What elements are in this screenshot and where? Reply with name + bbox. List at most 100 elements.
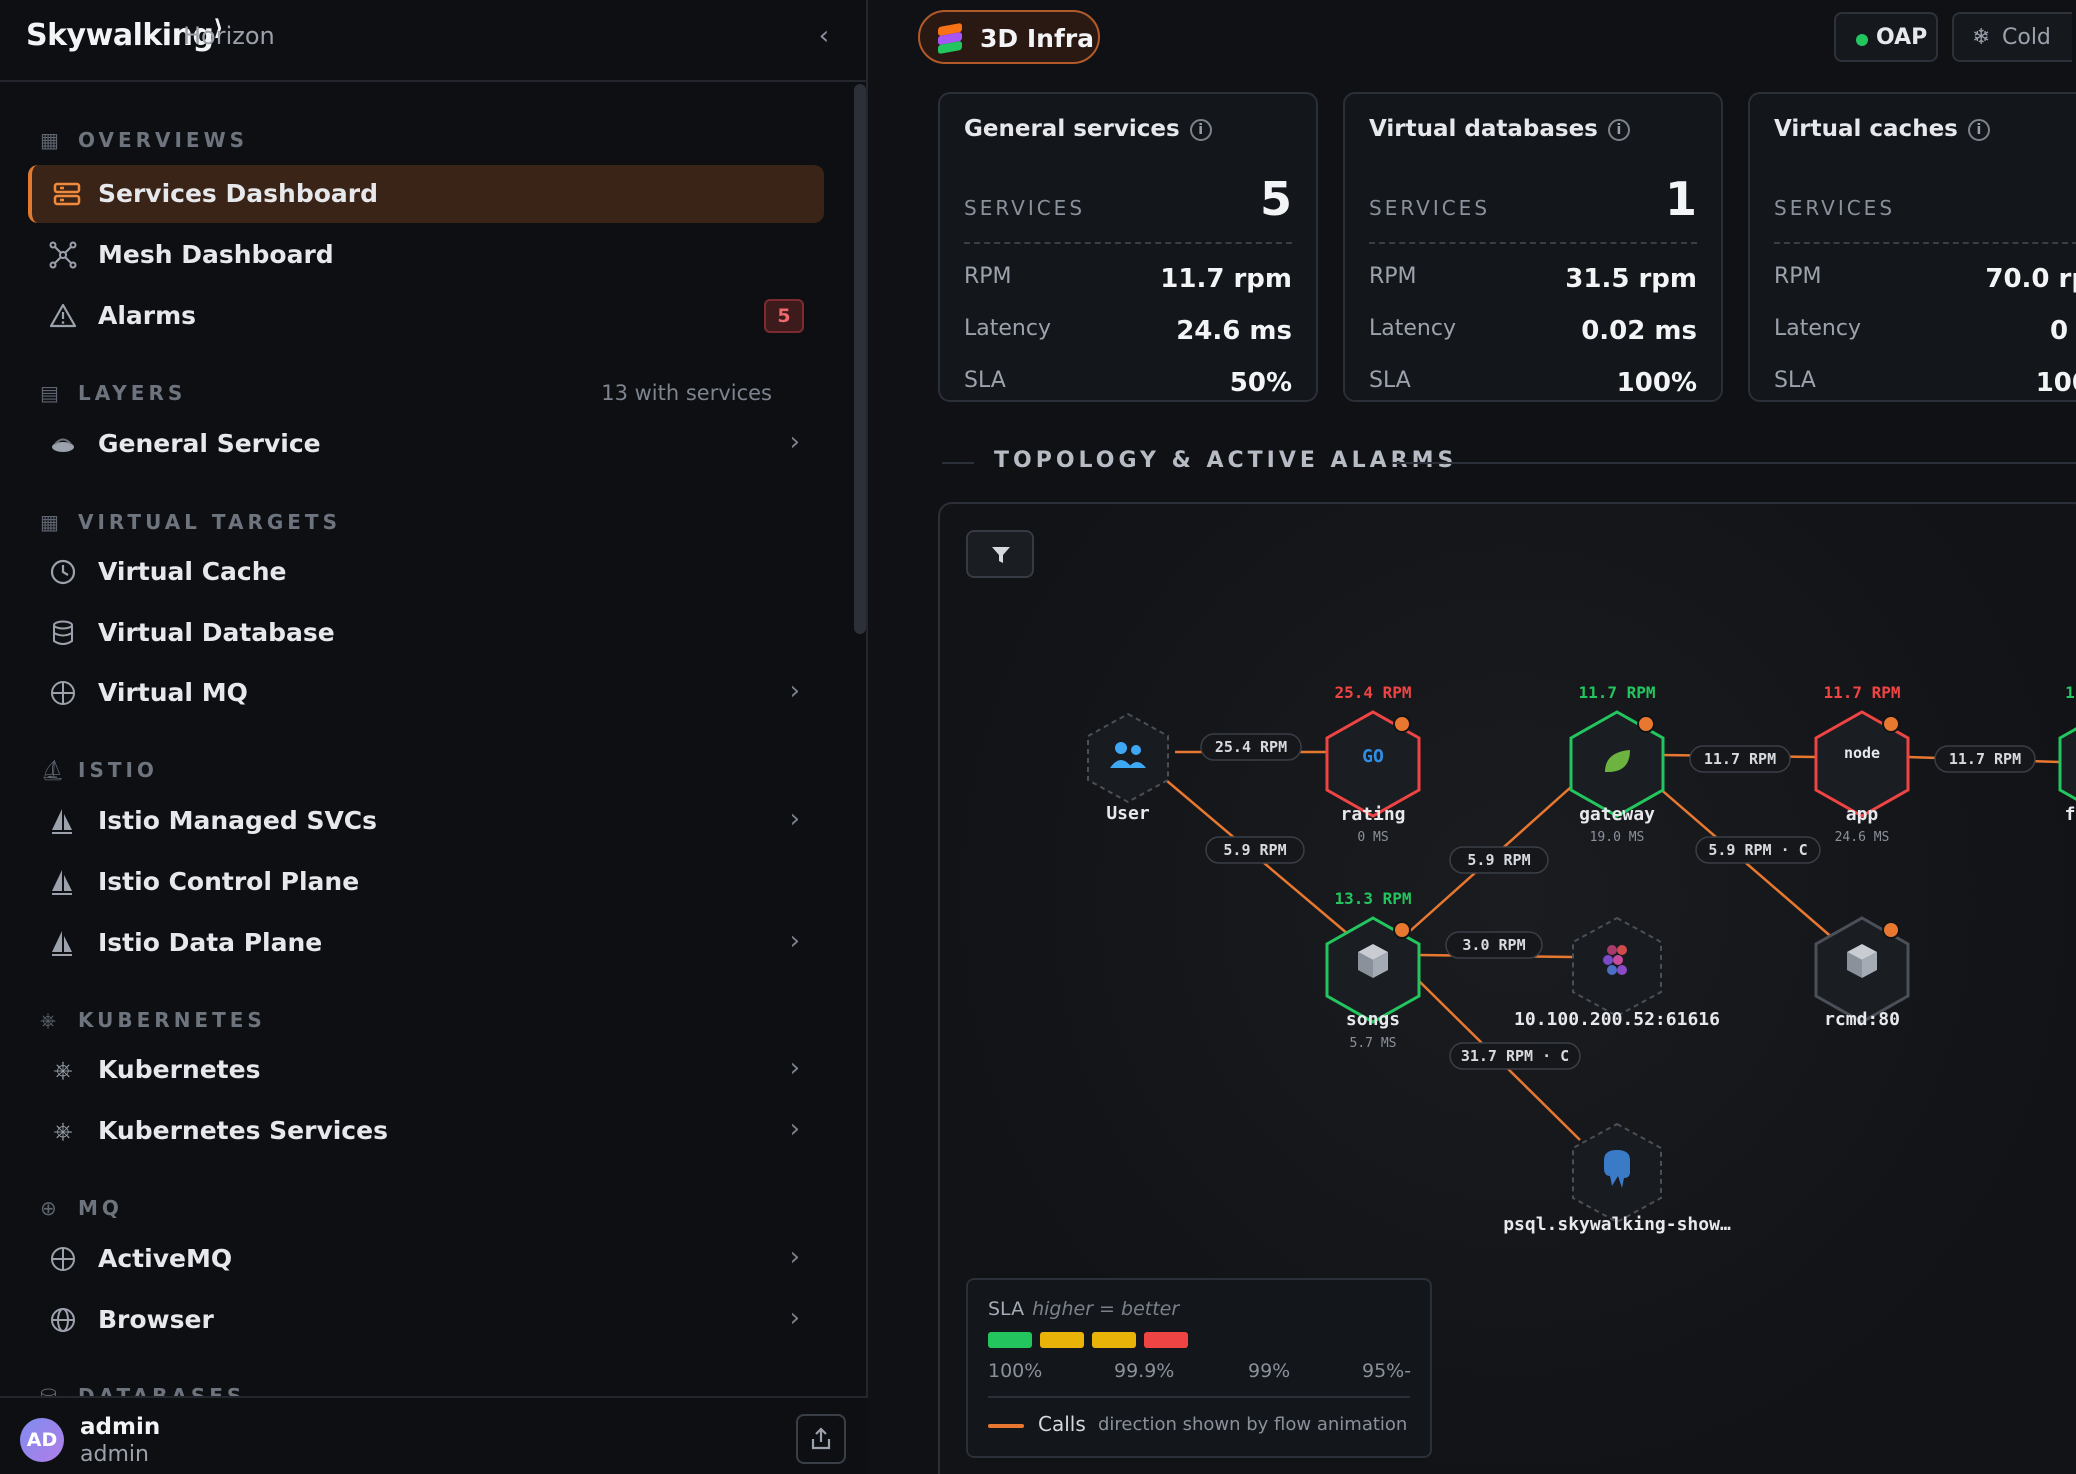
- sidebar-item-label: Kubernetes Services: [98, 1116, 388, 1145]
- sidebar-item-kubernetes-services[interactable]: ⎈ Kubernetes Services ›: [28, 1102, 824, 1160]
- info-icon[interactable]: i: [1967, 119, 1990, 141]
- grid-icon: ▦: [40, 128, 59, 152]
- edge-label-pill: [1445, 931, 1543, 959]
- sidebar-item-label: Virtual Database: [98, 618, 335, 647]
- legend-swatch-green: [988, 1332, 1032, 1348]
- card-general-services: General services i SERVICES 5 RPM 11.7 rpm…: [938, 92, 1318, 402]
- oap-status-button[interactable]: OAP: [1834, 12, 1938, 62]
- card-title: Virtual databases i: [1369, 116, 1630, 142]
- spring-leaf-icon: [1605, 750, 1630, 772]
- node-name: 10.100.200.52:61616: [1514, 1009, 1720, 1030]
- section-overviews: ▦ OVERVIEWS: [40, 128, 249, 152]
- node-songs[interactable]: 13.3 RPM songs 5.7 MS: [1325, 889, 1421, 1051]
- rpm-row: RPM 31.5 rpm: [1369, 264, 1697, 294]
- node-rpm: 11.7 RPM: [1578, 683, 1655, 702]
- oap-label: OAP: [1876, 25, 1928, 50]
- sidebar-item-activemq[interactable]: ActiveMQ ›: [28, 1230, 824, 1288]
- cube-icon: [1358, 944, 1388, 978]
- node-latency: 24.6 MS: [1835, 830, 1890, 845]
- node-rpm: 11.7 RPM: [1823, 683, 1900, 702]
- cube-icon: [1847, 944, 1877, 978]
- edge-label-pill: [1689, 745, 1791, 773]
- sidebar-item-virtual-database[interactable]: Virtual Database: [28, 604, 824, 662]
- sidebar-item-virtual-mq[interactable]: Virtual MQ ›: [28, 664, 824, 722]
- sidebar-item-alarms[interactable]: Alarms 5: [28, 287, 824, 345]
- warning-icon: [48, 301, 78, 331]
- avatar[interactable]: AD: [20, 1418, 64, 1462]
- database-icon: ⛁: [40, 1384, 57, 1396]
- edge-label: 3.0 RPM: [1462, 936, 1525, 954]
- chevron-right-icon: ›: [789, 926, 800, 956]
- cold-label: Cold: [2002, 25, 2051, 50]
- nodejs-icon: node: [1844, 744, 1880, 762]
- card-title: General services i: [964, 116, 1212, 142]
- globe-icon: [48, 1305, 78, 1335]
- chevron-right-icon: ›: [789, 676, 800, 706]
- chevron-left-icon[interactable]: ‹: [818, 21, 830, 51]
- edge-label: 31.7 RPM · C: [1461, 1047, 1569, 1065]
- sidebar-item-istio-control-plane[interactable]: Istio Control Plane: [28, 853, 824, 911]
- sidebar-item-mesh-dashboard[interactable]: Mesh Dashboard: [28, 226, 824, 284]
- card-title: Virtual caches i: [1774, 116, 1990, 142]
- card-divider: [1369, 242, 1697, 244]
- sidebar-item-virtual-cache[interactable]: Virtual Cache: [28, 543, 824, 601]
- info-icon[interactable]: i: [1189, 119, 1212, 141]
- section-divider: [942, 462, 974, 464]
- node-name: psql.skywalking-show…: [1503, 1214, 1731, 1235]
- node-f[interactable]: 1 f: [2058, 683, 2076, 825]
- cold-button[interactable]: ❄ Cold: [1952, 12, 2072, 62]
- latency-row: Latency 0.02 ms: [1369, 316, 1697, 346]
- chevron-right-icon: ›: [789, 804, 800, 834]
- section-virtual-targets: ▦ VIRTUAL TARGETS: [40, 510, 341, 534]
- sidebar-item-services-dashboard[interactable]: Services Dashboard: [28, 165, 824, 223]
- edge-label: 5.9 RPM: [1223, 841, 1286, 859]
- grid-icon: ▦: [40, 510, 59, 534]
- sidebar-item-kubernetes[interactable]: ⎈ Kubernetes ›: [28, 1041, 824, 1099]
- node-mq-10-100-200-52[interactable]: 10.100.200.52:61616: [1514, 916, 1720, 1030]
- node-user[interactable]: User: [1087, 712, 1169, 824]
- database-icon: [48, 618, 78, 648]
- node-latency: 0 MS: [1357, 830, 1388, 845]
- sidebar: Skywalking⟩ Horizon ‹ ▦ OVERVIEWS Service…: [0, 0, 868, 1474]
- node-rcmd[interactable]: rcmd:80: [1814, 916, 1910, 1030]
- sidebar-item-istio-data-plane[interactable]: Istio Data Plane ›: [28, 914, 824, 972]
- node-rpm: 1: [2065, 683, 2075, 702]
- legend-title: SLA higher = better: [988, 1298, 1180, 1320]
- node-psql[interactable]: psql.skywalking-show…: [1503, 1122, 1731, 1235]
- section-divider: [1392, 462, 2076, 464]
- sidebar-item-label: Mesh Dashboard: [98, 240, 334, 269]
- skywalking-logo[interactable]: Skywalking⟩: [26, 16, 223, 53]
- activemq-icon: [1603, 945, 1627, 975]
- node-app[interactable]: 11.7 RPM node app 24.6 MS: [1814, 683, 1910, 845]
- sidebar-item-label: Istio Data Plane: [98, 928, 323, 957]
- node-gateway[interactable]: 11.7 RPM gateway 19.0 MS: [1569, 683, 1665, 845]
- helm-icon: ⎈: [53, 1056, 73, 1084]
- filter-button[interactable]: [966, 530, 1034, 578]
- users-icon: [1110, 742, 1146, 768]
- sidebar-item-general-service[interactable]: General Service ›: [28, 415, 824, 473]
- sidebar-item-browser[interactable]: Browser ›: [28, 1291, 824, 1349]
- node-rating[interactable]: 25.4 RPM GO rating 0 MS: [1325, 683, 1421, 845]
- alarm-dot-icon: [1637, 715, 1655, 733]
- card-divider: [1774, 242, 2076, 244]
- sidebar-scrollbar[interactable]: [854, 84, 866, 634]
- service-icon: [48, 429, 78, 459]
- calls-line-swatch: [988, 1424, 1024, 1428]
- sla-legend: SLA higher = better 100% 99.9% 99% 95%- C…: [966, 1278, 1432, 1458]
- card-divider: [964, 242, 1292, 244]
- 3d-infra-button[interactable]: 3D Infra: [918, 10, 1100, 64]
- edge-label-pill: [1934, 745, 2036, 773]
- user-name: admin: [80, 1414, 161, 1440]
- sla-row: SLA 100%: [1369, 368, 1697, 398]
- export-button[interactable]: [796, 1414, 846, 1464]
- node-name: songs: [1346, 1009, 1400, 1030]
- edge-label: 25.4 RPM: [1215, 738, 1287, 756]
- section-layers: ▤ LAYERS 13 with services: [40, 381, 772, 405]
- sidebar-item-istio-managed-svcs[interactable]: Istio Managed SVCs ›: [28, 792, 824, 850]
- info-icon[interactable]: i: [1607, 119, 1630, 141]
- alarm-count-badge: 5: [764, 299, 804, 333]
- node-rpm: 13.3 RPM: [1334, 889, 1411, 908]
